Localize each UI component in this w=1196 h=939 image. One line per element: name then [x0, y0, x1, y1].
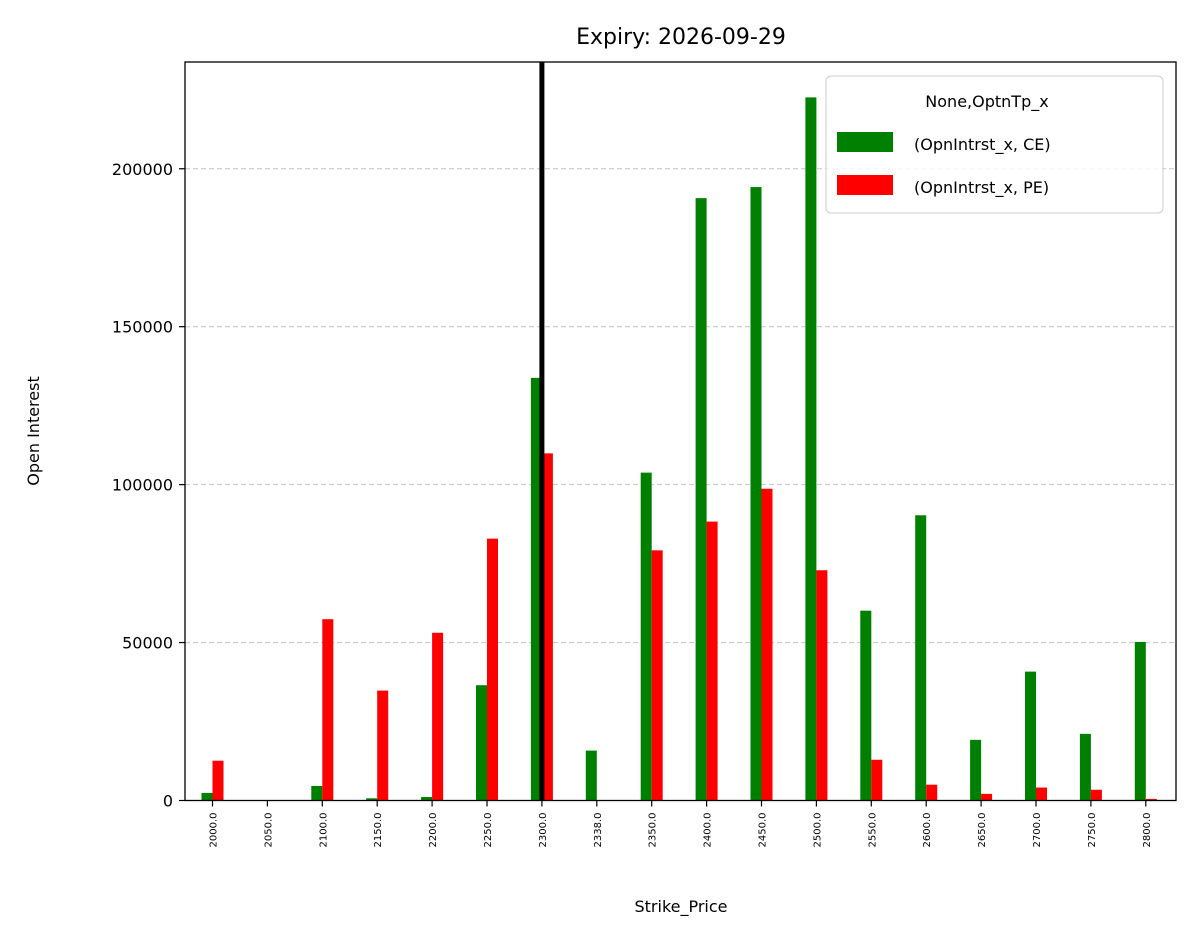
bar-pe — [761, 488, 773, 801]
bar-pe — [487, 538, 498, 801]
x-tick-label: 2050.0 — [263, 813, 274, 848]
bar-ce — [201, 792, 213, 801]
y-tick-label: 150000 — [112, 318, 173, 337]
x-tick-label: 2000.0 — [209, 813, 220, 848]
y-axis-label: Open Interest — [24, 376, 43, 485]
bar-ce — [421, 797, 433, 801]
bar-pe — [1145, 798, 1157, 801]
bar-pe — [322, 619, 334, 801]
bar-pe — [926, 784, 938, 801]
x-tick-label: 2800.0 — [1142, 813, 1153, 848]
bar-ce — [1079, 733, 1091, 801]
x-tick-label: 2500.0 — [812, 813, 823, 848]
bar-ce — [750, 187, 762, 801]
legend-label-pe: (OpnIntrst_x, PE) — [914, 178, 1049, 198]
legend-box — [825, 75, 1164, 214]
bar-ce — [1134, 641, 1146, 801]
y-tick-label: 50000 — [122, 634, 173, 653]
bar-pe — [1090, 789, 1102, 801]
bar-ce — [585, 750, 597, 801]
x-tick-label: 2550.0 — [867, 813, 878, 848]
x-tick-label: 2300.0 — [538, 813, 549, 848]
legend-title: None,OptnTp_x — [925, 92, 1048, 112]
bar-ce — [805, 97, 817, 801]
bar-ce — [695, 198, 707, 801]
x-tick-label: 2400.0 — [703, 813, 714, 848]
x-tick-label: 2450.0 — [758, 813, 769, 848]
bar-pe — [541, 453, 553, 801]
bar-pe — [981, 793, 993, 801]
x-axis-ticks: 2000.0 2050.0 2100.0 2150.0 2200.0 2250.0 2300… — [209, 800, 1153, 848]
legend-label-ce: (OpnIntrst_x, CE) — [914, 135, 1051, 155]
x-tick-label: 2600.0 — [922, 813, 933, 848]
bar-pe — [816, 570, 828, 801]
x-axis-label: Strike_Price — [634, 897, 727, 917]
x-tick-label: 2100.0 — [318, 813, 329, 848]
y-tick-label: 100000 — [112, 476, 173, 495]
bar-pe — [212, 760, 224, 801]
bar-ce — [640, 472, 652, 801]
bar-ce — [366, 798, 378, 801]
bar-ce — [915, 515, 927, 801]
bar-pe — [377, 690, 389, 801]
bar-pe — [706, 521, 718, 801]
x-tick-label: 2350.0 — [648, 813, 659, 848]
x-tick-label: 2338.0 — [593, 813, 604, 848]
bar-ce — [1025, 671, 1036, 801]
bar-ce — [476, 685, 487, 801]
x-tick-label: 2200.0 — [428, 813, 439, 848]
x-tick-label: 2150.0 — [373, 813, 384, 848]
plot-frame — [184, 61, 1177, 802]
bar-pe — [432, 632, 444, 801]
bar-ce — [530, 377, 542, 801]
y-grid — [185, 168, 1176, 644]
bar-pe — [1036, 787, 1047, 801]
legend-swatch-pe — [837, 175, 893, 195]
bar-pe — [871, 759, 883, 801]
bar-ce — [970, 739, 982, 801]
bar-ce — [311, 785, 323, 801]
y-tick-label: 0 — [163, 792, 173, 811]
y-axis-ticks: 0 50000 100000 150000 200000 — [112, 160, 185, 811]
x-tick-label: 2650.0 — [977, 813, 988, 848]
y-tick-label: 200000 — [112, 160, 173, 179]
legend-swatch-ce — [837, 132, 893, 152]
bar-pe — [651, 550, 663, 801]
bar-ce — [860, 610, 872, 801]
x-tick-label: 2700.0 — [1032, 813, 1043, 848]
legend: None,OptnTp_x (OpnIntrst_x, CE) (OpnIntr… — [825, 75, 1164, 214]
bars — [201, 97, 1157, 801]
x-tick-label: 2250.0 — [483, 813, 494, 848]
chart-title: Expiry: 2026-09-29 — [576, 25, 786, 50]
x-tick-label: 2750.0 — [1087, 813, 1098, 848]
